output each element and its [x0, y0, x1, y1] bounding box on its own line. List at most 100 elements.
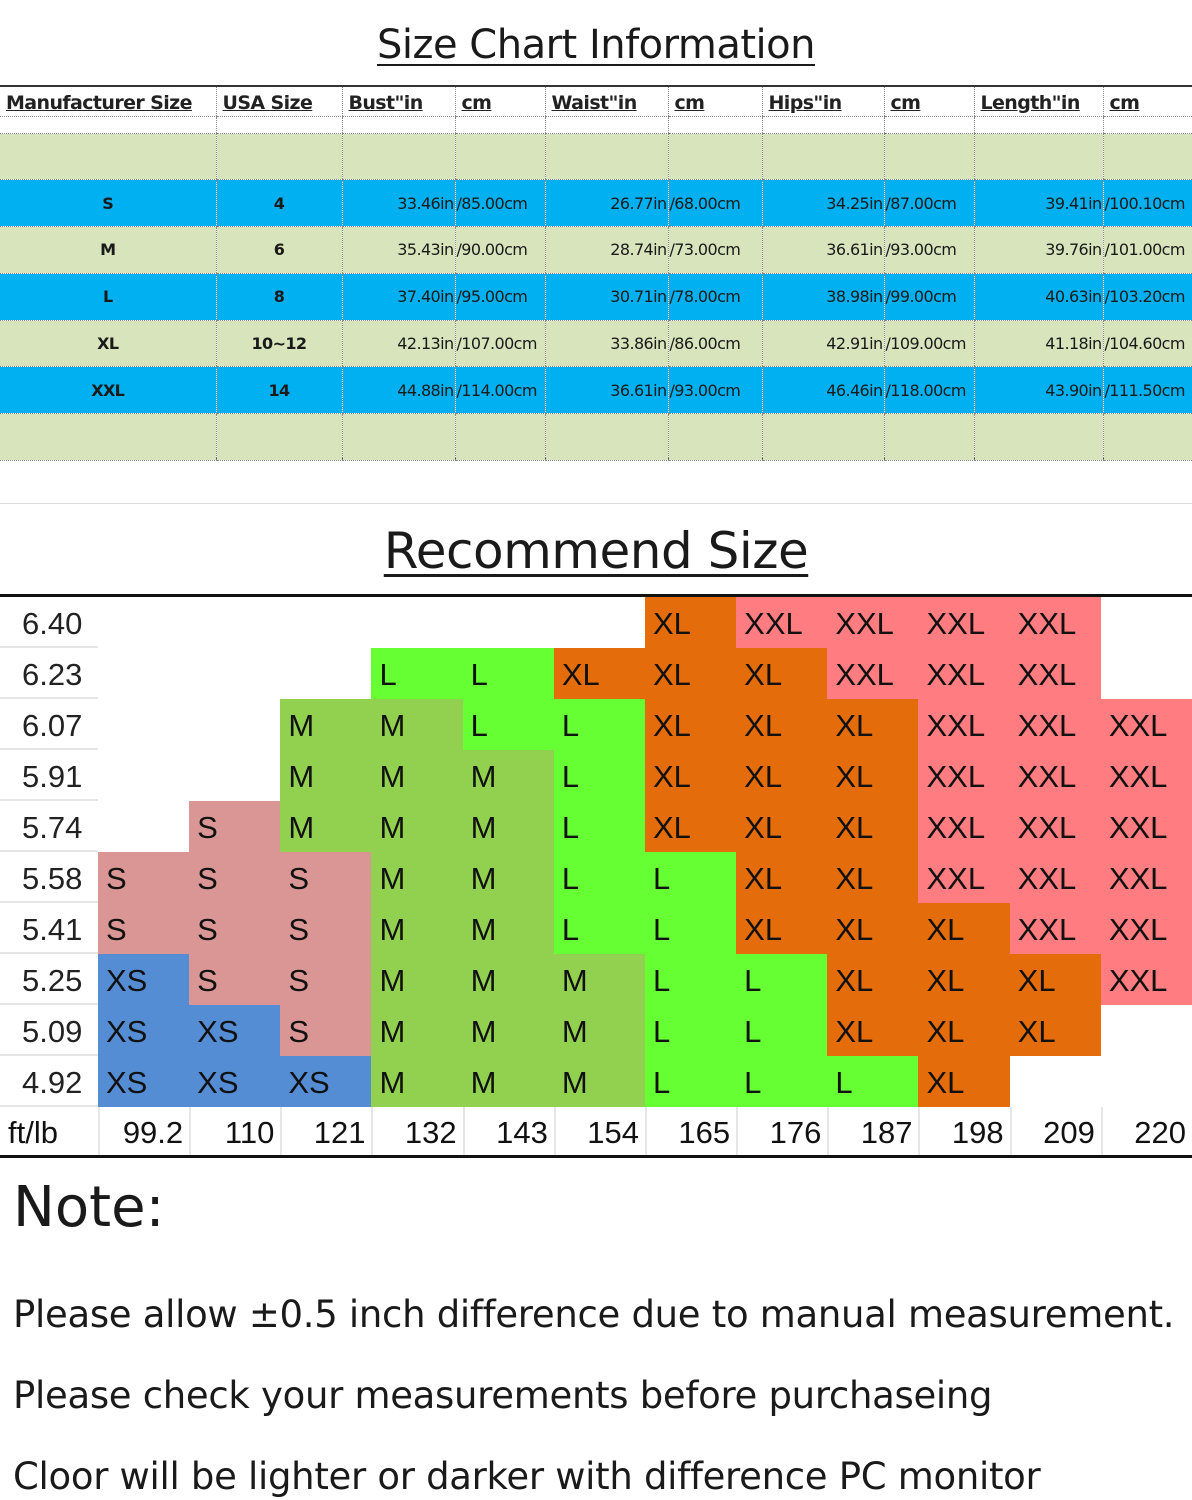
size-cell-xxl: XXL: [918, 597, 1010, 648]
size-cell-m: M: [462, 801, 554, 852]
size-cell-s: S: [98, 903, 190, 954]
size-cell-xxl: XXL: [1100, 750, 1192, 801]
size-cell-xxl: XXL: [1100, 699, 1192, 750]
empty-cell: [544, 413, 668, 462]
size-cell-l: L: [553, 903, 645, 954]
cell-usa: 6: [215, 226, 342, 274]
column-header: Hips"in: [761, 86, 884, 117]
empty-cell: [0, 116, 216, 134]
size-cell-xl: XL: [553, 648, 645, 699]
empty-cell: [761, 116, 884, 134]
cell-size: L: [0, 273, 216, 321]
weight-label: 110: [189, 1107, 280, 1155]
size-chart-title: Size Chart Information: [376, 22, 816, 68]
cell-usa: 14: [215, 366, 342, 415]
cell-length-in: 39.76in: [973, 226, 1103, 274]
size-cell-m: M: [462, 1056, 554, 1107]
size-cell-l: L: [553, 699, 645, 750]
empty-cell: [280, 648, 371, 699]
size-cell-xxl: XXL: [918, 852, 1010, 903]
size-cell-m: M: [371, 954, 463, 1005]
empty-cell: [98, 648, 189, 699]
size-cell-l: L: [644, 903, 737, 954]
empty-cell: [883, 413, 974, 462]
size-cell-xxl: XXL: [918, 801, 1010, 852]
cell-waist-in: 36.61in: [544, 366, 668, 415]
cell-hips-in: 42.91in: [761, 320, 884, 368]
cell-length-in: 41.18in: [973, 320, 1103, 368]
cell-waist-cm: /86.00cm: [667, 320, 762, 368]
size-cell-xl: XL: [827, 852, 919, 903]
empty-cell: [1101, 1005, 1192, 1056]
cell-hips-cm: /118.00cm: [883, 366, 974, 415]
empty-cell: [0, 413, 216, 462]
empty-cell: [1102, 133, 1192, 181]
height-label: 5.25: [0, 954, 98, 1005]
empty-cell: [761, 133, 884, 181]
empty-cell: [341, 413, 455, 462]
size-cell-l: L: [553, 852, 645, 903]
cell-waist-in: 33.86in: [544, 320, 668, 368]
empty-cell: [883, 133, 974, 181]
size-chart-table: Manufacturer Size USA Size Bust"in cm Waist"…: [0, 85, 1192, 462]
recommend-size-section: Recommend Size 6.40 XL XXL XXL XXL XXL 6.23 L L X…: [0, 503, 1192, 1159]
cell-hips-cm: /109.00cm: [883, 320, 974, 368]
empty-cell: [371, 597, 462, 648]
empty-cell: [973, 116, 1103, 134]
size-cell-m: M: [462, 954, 554, 1005]
empty-cell: [189, 750, 280, 801]
height-label: 4.92: [0, 1056, 98, 1107]
height-label: 6.07: [0, 699, 98, 750]
cell-waist-cm: /68.00cm: [667, 179, 762, 228]
cell-waist-in: 28.74in: [544, 226, 668, 274]
empty-cell: [1102, 413, 1192, 462]
size-cell-l: L: [736, 1005, 828, 1056]
size-cell-xl: XL: [644, 750, 737, 801]
size-cell-xxl: XXL: [1009, 597, 1101, 648]
size-cell-s: S: [280, 852, 372, 903]
empty-cell: [189, 699, 280, 750]
empty-cell: [0, 133, 216, 181]
empty-cell: [215, 133, 342, 181]
cell-length-cm: /103.20cm: [1102, 273, 1192, 321]
empty-cell: [454, 133, 545, 181]
size-cell-xxl: XXL: [1009, 852, 1101, 903]
size-cell-l: L: [644, 852, 737, 903]
size-cell-xs: XS: [280, 1056, 372, 1107]
note-title: Note:: [13, 1175, 165, 1240]
size-cell-xxl: XXL: [1009, 699, 1101, 750]
cell-hips-in: 46.46in: [761, 366, 884, 415]
size-cell-xxl: XXL: [1100, 954, 1192, 1005]
empty-cell: [1102, 116, 1192, 134]
size-cell-m: M: [371, 750, 463, 801]
size-cell-xxl: XXL: [1009, 750, 1101, 801]
size-cell-s: S: [280, 954, 372, 1005]
cell-hips-cm: /87.00cm: [883, 179, 974, 228]
empty-cell: [1101, 648, 1192, 699]
size-cell-xs: XS: [189, 1056, 281, 1107]
cell-bust-in: 33.46in: [341, 179, 455, 228]
size-cell-s: S: [189, 954, 281, 1005]
size-cell-m: M: [371, 801, 463, 852]
cell-waist-in: 30.71in: [544, 273, 668, 321]
cell-bust-in: 44.88in: [341, 366, 455, 415]
size-cell-s: S: [98, 852, 190, 903]
column-header: Waist"in: [544, 86, 668, 117]
size-cell-xl: XL: [1009, 954, 1101, 1005]
size-cell-l: L: [736, 1056, 828, 1107]
empty-cell: [341, 116, 455, 134]
column-header: cm: [1102, 86, 1192, 117]
recommend-size-title: Recommend Size: [383, 522, 809, 580]
height-label: 6.23: [0, 648, 98, 699]
cell-hips-in: 34.25in: [761, 179, 884, 228]
cell-length-cm: /101.00cm: [1102, 226, 1192, 274]
size-cell-xxl: XXL: [918, 750, 1010, 801]
size-cell-xl: XL: [736, 903, 828, 954]
size-cell-xs: XS: [98, 1056, 190, 1107]
cell-size: XL: [0, 320, 216, 368]
empty-cell: [189, 597, 280, 648]
size-cell-m: M: [553, 954, 645, 1005]
weight-label: 99.2: [98, 1107, 189, 1155]
size-cell-m: M: [462, 903, 554, 954]
size-cell-l: L: [462, 699, 554, 750]
